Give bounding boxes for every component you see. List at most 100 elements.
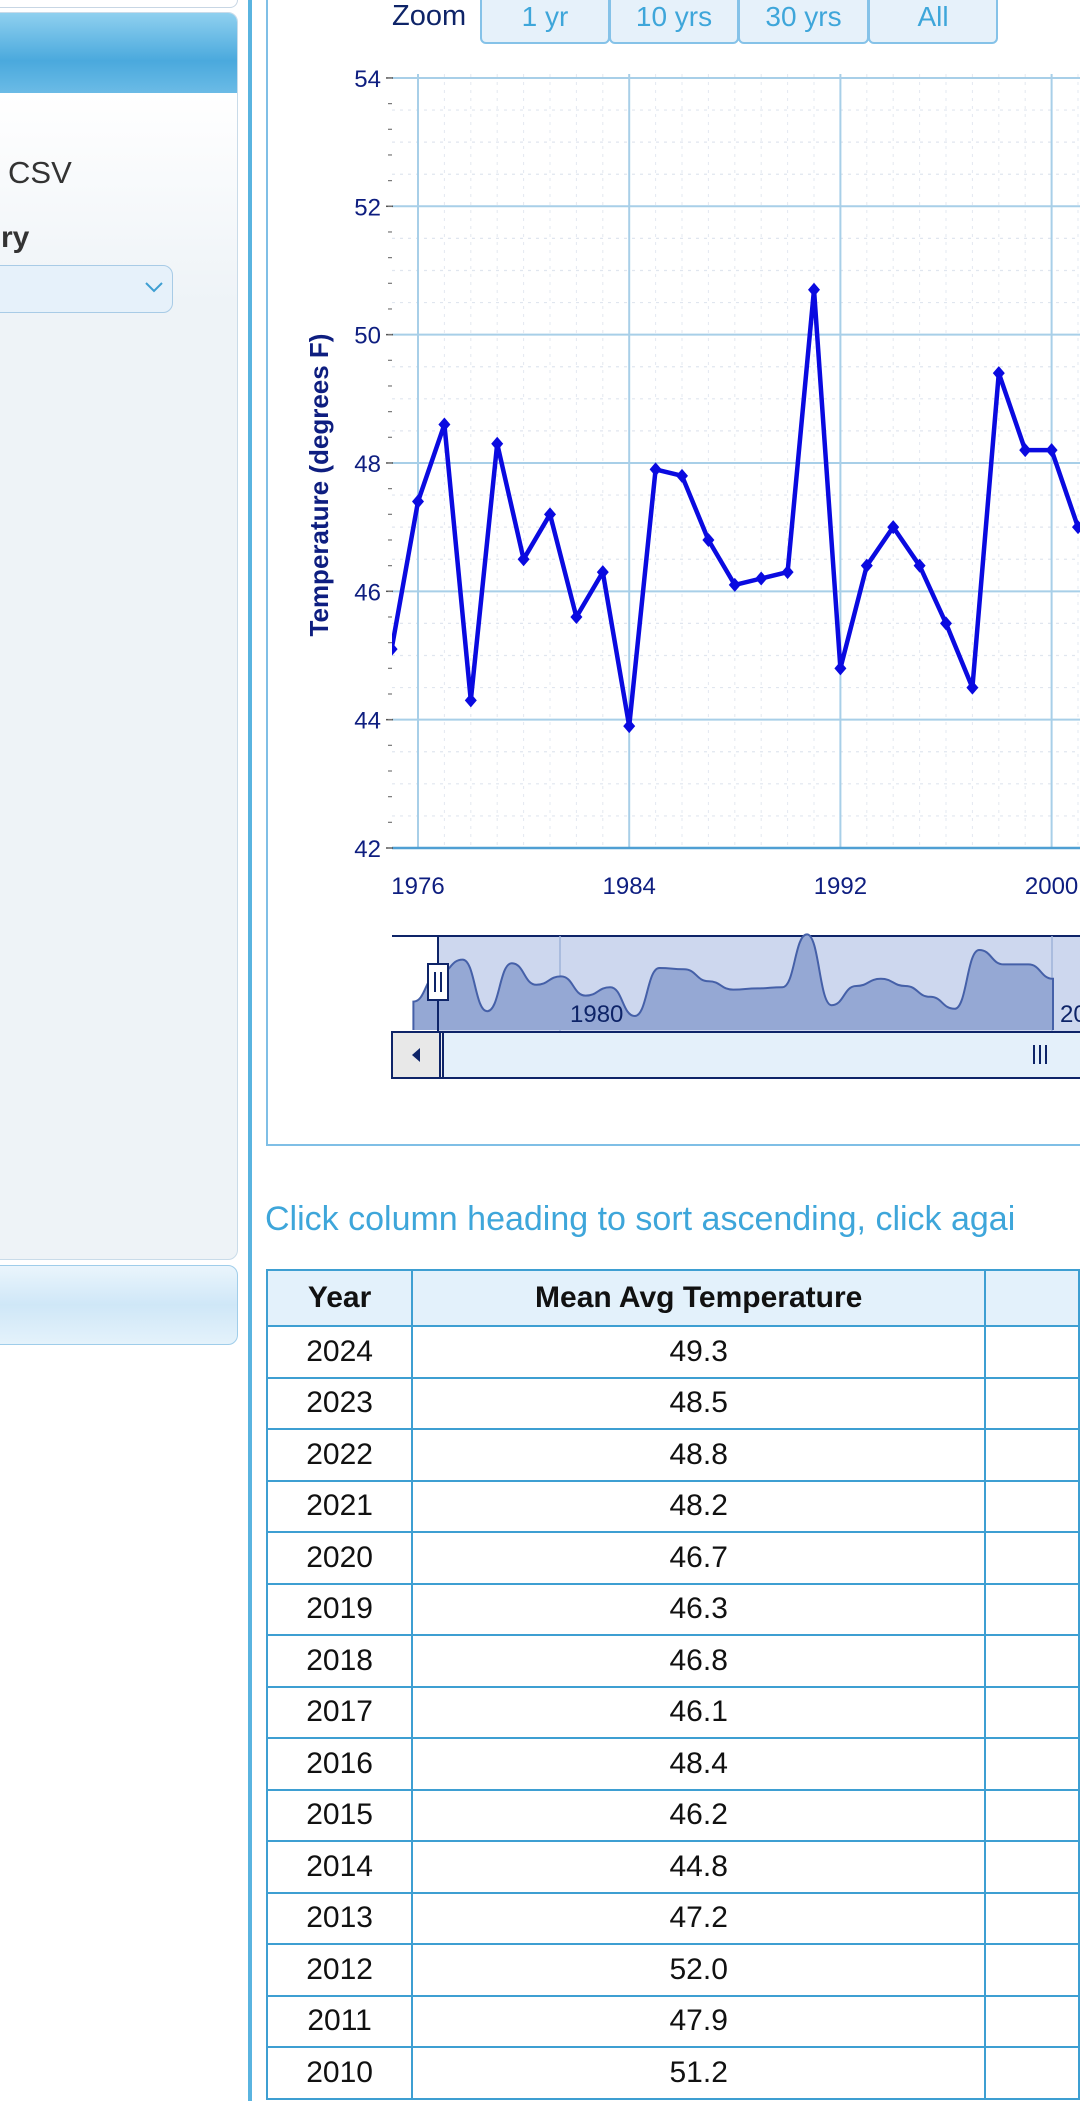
cell-year: 2016	[265, 1737, 414, 1791]
cell-year: 2017	[265, 1685, 414, 1739]
cell-extra	[984, 1376, 1080, 1430]
y-tick-label: 54	[354, 66, 381, 93]
data-point	[966, 680, 979, 695]
data-point	[649, 462, 662, 477]
table-row: 2020 46.7	[265, 1531, 1080, 1585]
navigator-tick-label: 1980	[570, 1001, 623, 1028]
sort-instructions: Click column heading to sort ascending, …	[265, 1200, 1016, 1238]
cell-year: 2013	[265, 1891, 414, 1945]
cell-year: 2010	[265, 2046, 414, 2100]
cell-mean-avg-temperature: 46.1	[411, 1685, 987, 1739]
cell-mean-avg-temperature: 46.8	[411, 1634, 987, 1688]
cell-mean-avg-temperature: 46.2	[411, 1788, 987, 1842]
cell-mean-avg-temperature: 46.3	[411, 1582, 987, 1636]
y-tick-label: 46	[354, 579, 381, 606]
x-tick-label: 1992	[814, 873, 867, 900]
zoom-all-button[interactable]: All	[868, 0, 998, 44]
cell-year: 2018	[265, 1634, 414, 1688]
y-tick-label: 50	[354, 323, 381, 350]
table-row: 2024 49.3	[265, 1325, 1080, 1379]
cell-mean-avg-temperature: 46.7	[411, 1531, 987, 1585]
zoom-10yrs-button[interactable]: 10 yrs	[609, 0, 739, 44]
cell-mean-avg-temperature: 47.2	[411, 1891, 987, 1945]
data-point	[544, 507, 556, 522]
cell-mean-avg-temperature: 49.3	[411, 1325, 987, 1379]
cell-extra	[984, 1325, 1080, 1379]
navigator-scrollbar[interactable]	[391, 1031, 1080, 1079]
table-row: 2017 46.1	[265, 1685, 1080, 1739]
cell-mean-avg-temperature: 48.8	[411, 1428, 987, 1482]
column-header-extra[interactable]	[984, 1269, 1080, 1327]
data-point	[887, 520, 900, 535]
data-point	[702, 532, 715, 547]
navigator-area	[412, 933, 1054, 1030]
cell-year: 2020	[265, 1531, 414, 1585]
cell-extra	[984, 2046, 1080, 2100]
navigator-left-handle[interactable]	[427, 963, 449, 1001]
zoom-1yr-button[interactable]: 1 yr	[480, 0, 610, 44]
data-point	[940, 616, 952, 631]
data-point	[1019, 443, 1032, 458]
sidebar-section-label: ry	[1, 221, 30, 254]
sidebar-panel-header	[0, 13, 237, 94]
data-point	[676, 468, 688, 483]
sidebar-panel-collapsed[interactable]	[0, 1265, 238, 1345]
data-point	[1072, 520, 1080, 535]
cell-extra	[984, 1891, 1080, 1945]
data-point	[834, 661, 847, 676]
cell-extra	[984, 1788, 1080, 1842]
chevron-down-icon	[145, 282, 163, 293]
cell-mean-avg-temperature: 48.5	[411, 1376, 987, 1430]
cell-extra	[984, 1582, 1080, 1636]
table-row: 2013 47.2	[265, 1891, 1080, 1945]
data-point	[728, 577, 741, 592]
y-tick-label: 42	[354, 836, 381, 863]
data-point	[596, 565, 609, 580]
cell-extra	[984, 1531, 1080, 1585]
cell-year: 2022	[265, 1428, 414, 1482]
cell-extra	[984, 1943, 1080, 1997]
table-row: 2018 46.8	[265, 1634, 1080, 1688]
x-tick-label: 2000	[1025, 873, 1078, 900]
data-point	[412, 494, 424, 509]
table-row: 2010 51.2	[265, 2046, 1080, 2100]
column-header-mean-avg-temperature[interactable]: Mean Avg Temperature	[411, 1269, 987, 1327]
table-row: 2012 52.0	[265, 1943, 1080, 1997]
temperature-table: Year Mean Avg Temperature 2024 49.3 2023 48…	[265, 1269, 1080, 2100]
cell-mean-avg-temperature: 48.2	[411, 1479, 987, 1533]
data-point	[517, 552, 530, 567]
table-header-row: Year Mean Avg Temperature	[265, 1269, 1080, 1327]
cell-mean-avg-temperature: 48.4	[411, 1737, 987, 1791]
scrollbar-thumb[interactable]	[443, 1033, 1080, 1077]
data-point	[491, 436, 504, 451]
table-row: 2016 48.4	[265, 1737, 1080, 1791]
cell-extra	[984, 1840, 1080, 1894]
cell-year: 2024	[265, 1325, 414, 1379]
cell-year: 2012	[265, 1943, 414, 1997]
data-point	[992, 366, 1005, 381]
cell-year: 2015	[265, 1788, 414, 1842]
cell-extra	[984, 1737, 1080, 1791]
table-row: 2019 46.3	[265, 1582, 1080, 1636]
cell-extra	[984, 1994, 1080, 2048]
cell-year: 2011	[265, 1994, 414, 2048]
data-point	[570, 609, 583, 624]
x-axis-ticks: 1976 1984 1992 2000	[391, 873, 1078, 900]
table-row: 2023 48.5	[265, 1376, 1080, 1430]
sidebar-select[interactable]	[0, 265, 173, 313]
cell-extra	[984, 1479, 1080, 1533]
data-point	[623, 719, 636, 734]
column-header-year[interactable]: Year	[265, 1269, 414, 1327]
data-point	[781, 565, 794, 580]
cell-mean-avg-temperature: 47.9	[411, 1994, 987, 2048]
major-gridlines	[392, 74, 1080, 849]
data-point	[808, 282, 820, 297]
y-tick-label: 44	[354, 708, 381, 735]
x-tick-label: 1976	[391, 873, 444, 900]
arrow-left-icon	[412, 1048, 420, 1062]
cell-extra	[984, 1428, 1080, 1482]
cell-extra	[984, 1634, 1080, 1688]
sidebar-panel: CSV ry	[0, 12, 238, 1260]
csv-label[interactable]: CSV	[8, 155, 72, 190]
navigator[interactable]: 1980 20	[392, 933, 1080, 1032]
